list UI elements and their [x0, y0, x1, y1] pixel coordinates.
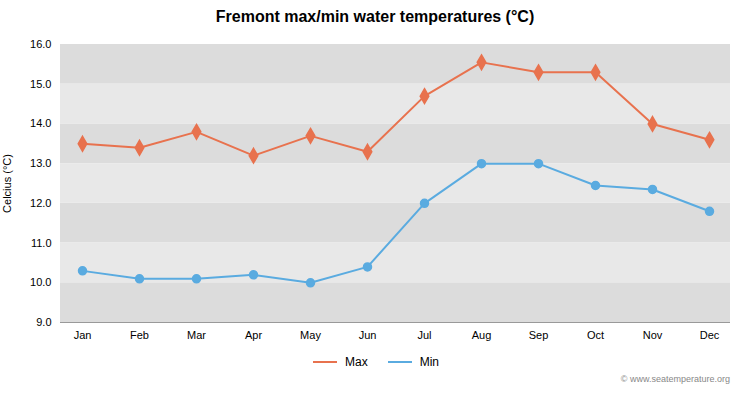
html-text:Max: Max: [345, 355, 368, 369]
svg-text:Celcius (°C): Celcius (°C): [1, 154, 13, 213]
svg-text:14.0: 14.0: [30, 117, 51, 129]
html-text:Min: Min: [419, 355, 439, 369]
svg-text:Mar: Mar: [187, 329, 206, 341]
svg-text:12.0: 12.0: [30, 197, 51, 209]
svg-text:May: May: [300, 329, 321, 341]
svg-text:Jul: Jul: [417, 329, 431, 341]
svg-text:Nov: Nov: [643, 329, 663, 341]
svg-text:Oct: Oct: [587, 329, 604, 341]
svg-text:13.0: 13.0: [30, 157, 51, 169]
svg-text:10.0: 10.0: [30, 276, 51, 288]
svg-text:Feb: Feb: [130, 329, 149, 341]
html-text:© www.seatemperature.org: © www.seatemperature.org: [620, 374, 730, 384]
svg-text:Aug: Aug: [472, 329, 492, 341]
svg-text:16.0: 16.0: [30, 38, 51, 50]
svg-text:Dec: Dec: [700, 329, 720, 341]
svg-text:Apr: Apr: [245, 329, 262, 341]
svg-text:Sep: Sep: [529, 329, 549, 341]
svg-text:Jan: Jan: [74, 329, 92, 341]
svg-text:Jun: Jun: [359, 329, 377, 341]
html-text:Fremont max/min water temperat: Fremont max/min water temperatures (°C): [215, 8, 535, 25]
svg-text:11.0: 11.0: [31, 237, 52, 249]
svg-text:15.0: 15.0: [30, 78, 51, 90]
svg-text:9.0: 9.0: [36, 316, 51, 328]
